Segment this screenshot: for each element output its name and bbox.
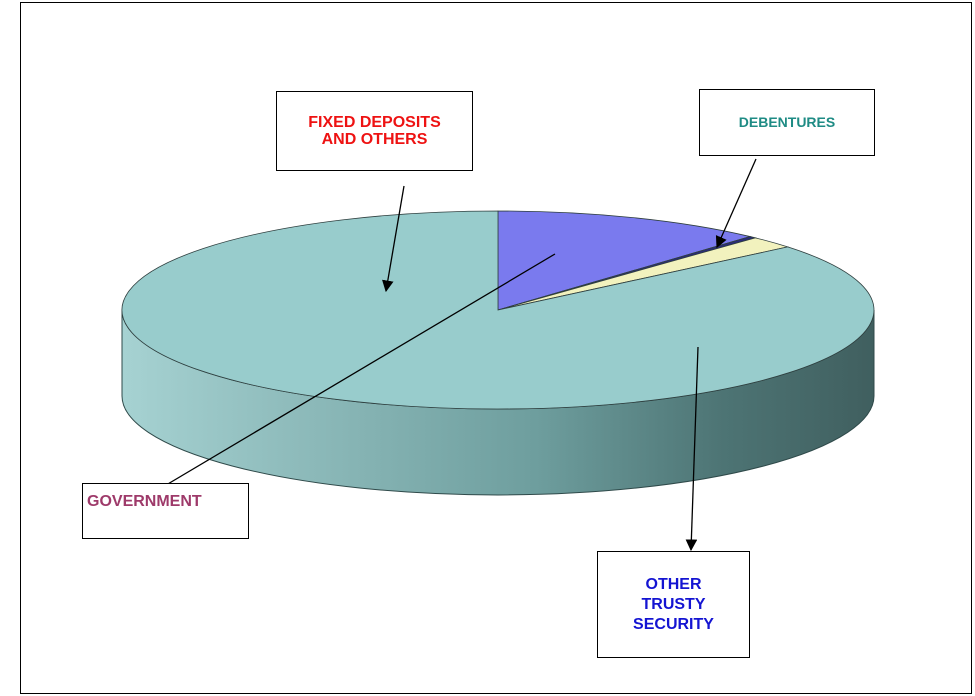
pie-slice-government [497, 210, 752, 311]
leader-line-debentures [715, 158, 757, 249]
label-trusty-line2: TRUSTY [641, 595, 706, 613]
label-fixed-deposits-line1: FIXED DEPOSITS [308, 114, 441, 131]
label-debentures: DEBENTURES [699, 89, 875, 156]
pie-top [121, 210, 875, 410]
label-government-text: GOVERNMENT [87, 493, 202, 510]
leader-line-trusty [685, 346, 699, 552]
chart-frame [20, 2, 972, 694]
pie-slice-other-trusty-security [121, 210, 875, 410]
label-fixed-deposits-line2: AND OTHERS [321, 131, 428, 148]
label-debentures-text: DEBENTURES [738, 114, 836, 130]
leader-line-fixed-deposits [382, 185, 405, 293]
label-government: GOVERNMENT [82, 483, 249, 539]
leader-lines [149, 158, 757, 552]
label-trusty-line3: SECURITY [633, 615, 714, 633]
label-other-trusty-security: OTHER TRUSTY SECURITY [597, 551, 750, 658]
label-trusty-line1: OTHER [645, 575, 702, 593]
leader-line-government [149, 253, 556, 495]
label-fixed-deposits: FIXED DEPOSITS AND OTHERS [276, 91, 473, 171]
